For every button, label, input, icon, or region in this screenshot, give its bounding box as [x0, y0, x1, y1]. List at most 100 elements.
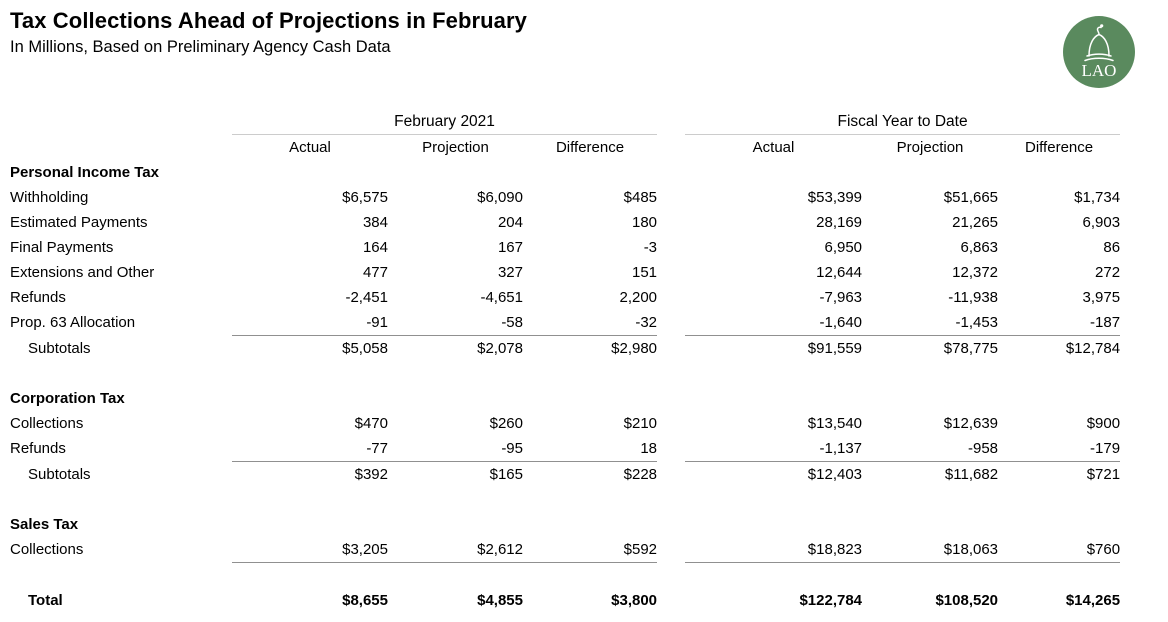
section-label: Personal Income Tax [10, 164, 159, 181]
column-gap [657, 235, 685, 260]
spacer-row [10, 361, 1120, 386]
fytd-projection-value: $78,775 [943, 340, 999, 357]
fytd-projection-value: -11,938 [948, 289, 999, 306]
row-label: Prop. 63 Allocation [10, 314, 136, 332]
row-pit-subtotals: Subtotals $5,058 $2,078 $2,980 $91,559 $… [10, 336, 1120, 362]
feb-projection-value: $260 [489, 415, 523, 432]
column-gap [657, 260, 685, 285]
column-gap [657, 462, 685, 488]
fytd-difference-value: $760 [998, 537, 1121, 563]
row-pit-estimated-payments: Estimated Payments 384 204 180 28,169 21… [10, 210, 1120, 235]
feb-difference-value: $592 [523, 537, 658, 563]
feb-difference-value: 180 [632, 214, 658, 231]
section-row-corporation-tax: Corporation Tax [10, 386, 1120, 411]
feb-actual-value: -77 [232, 436, 388, 462]
feb-difference-value: $3,800 [611, 592, 658, 609]
fytd-actual-value: $91,559 [807, 340, 863, 357]
spacer-cell [10, 361, 1120, 386]
empty-cell [388, 386, 523, 411]
feb-projection-value: 204 [497, 214, 523, 231]
fytd-projection-value: $12,639 [943, 415, 999, 432]
fytd-difference-value: $721 [1086, 466, 1121, 483]
feb-actual-value: $5,058 [342, 340, 388, 357]
feb-projection-value: -58 [388, 310, 523, 336]
feb-projection-value: 327 [497, 264, 523, 281]
fytd-difference-value: $900 [1086, 415, 1121, 432]
empty-cell [862, 160, 998, 185]
row-label: Collections [10, 415, 84, 432]
section-label: Sales Tax [10, 516, 79, 533]
empty-cell [685, 160, 862, 185]
empty-cell [685, 512, 862, 537]
feb-projection-value: $6,090 [477, 189, 523, 206]
fytd-difference-value: 272 [1095, 264, 1121, 281]
group-header-february: February 2021 [232, 109, 658, 135]
tax-collections-table: February 2021 Fiscal Year to Date Actual… [10, 109, 1121, 613]
col-header-fytd-projection: Projection [896, 139, 964, 156]
feb-difference-value: 151 [632, 264, 658, 281]
fytd-difference-value: $1,734 [1074, 189, 1121, 206]
empty-cell [388, 160, 523, 185]
fytd-projection-value: -1,453 [862, 310, 999, 336]
empty-cell [998, 160, 1120, 185]
lao-logo: LAO [1063, 16, 1135, 88]
fytd-actual-value: $12,403 [807, 466, 863, 483]
col-header-feb-difference: Difference [555, 139, 625, 156]
column-gap [657, 310, 685, 336]
row-pit-withholding: Withholding $6,575 $6,090 $485 $53,399 $… [10, 185, 1120, 210]
feb-difference-value: $485 [623, 189, 658, 206]
fytd-projection-value: -958 [862, 436, 999, 462]
row-label: Collections [10, 541, 84, 559]
column-gap [657, 185, 685, 210]
row-label: Subtotals [28, 465, 91, 483]
row-label: Subtotals [28, 339, 91, 357]
row-label: Withholding [10, 189, 89, 206]
empty-cell [232, 160, 388, 185]
feb-difference-value: $2,980 [611, 340, 658, 357]
feb-actual-value: $470 [354, 415, 388, 432]
col-header-fytd-difference: Difference [1025, 139, 1094, 156]
page-subtitle: In Millions, Based on Preliminary Agency… [10, 38, 391, 56]
feb-projection-value: $165 [489, 466, 523, 483]
row-pit-extensions-and-other: Extensions and Other 477 327 151 12,644 … [10, 260, 1120, 285]
spacer-row [10, 563, 1120, 589]
column-gap [657, 512, 685, 537]
section-label: Corporation Tax [10, 390, 125, 407]
column-header-row: Actual Projection Difference Actual Proj… [10, 135, 1120, 161]
column-gap [657, 285, 685, 310]
feb-actual-value: -2,451 [345, 289, 388, 306]
empty-cell [388, 512, 523, 537]
spacer-cell [10, 563, 1120, 589]
fytd-projection-value: 21,265 [952, 214, 999, 231]
col-header-feb-projection: Projection [422, 139, 489, 156]
fytd-projection-value: 12,372 [952, 264, 999, 281]
empty-cell [862, 386, 998, 411]
fytd-difference-value: -179 [998, 436, 1121, 462]
row-label: Extensions and Other [10, 264, 155, 281]
row-pit-prop63-allocation: Prop. 63 Allocation -91 -58 -32 -1,640 -… [10, 310, 1121, 336]
feb-difference-value: 2,200 [619, 289, 658, 306]
logo-circle [1063, 16, 1135, 88]
fytd-actual-value: $53,399 [807, 189, 863, 206]
col-header-feb-actual: Actual [289, 139, 331, 156]
feb-difference-value: -32 [523, 310, 658, 336]
empty-cell [862, 512, 998, 537]
column-gap [657, 537, 685, 563]
row-pit-refunds: Refunds -2,451 -4,651 2,200 -7,963 -11,9… [10, 285, 1120, 310]
row-corp-collections: Collections $470 $260 $210 $13,540 $12,6… [10, 411, 1120, 436]
empty-cell [998, 386, 1120, 411]
report-page: Tax Collections Ahead of Projections in … [0, 8, 1168, 622]
feb-actual-value: 477 [362, 264, 388, 281]
col-header-fytd-actual: Actual [752, 139, 795, 156]
group-header-fytd: Fiscal Year to Date [685, 109, 1121, 135]
section-row-sales-tax: Sales Tax [10, 512, 1120, 537]
fytd-actual-value: -1,640 [685, 310, 863, 336]
column-gap [657, 436, 685, 462]
section-row-personal-income-tax: Personal Income Tax [10, 160, 1120, 185]
empty-cell [523, 512, 657, 537]
fytd-actual-value: 28,169 [816, 214, 863, 231]
fytd-difference-value: 3,975 [1082, 289, 1121, 306]
feb-actual-value: $8,655 [342, 592, 388, 609]
feb-difference-value: 18 [523, 436, 658, 462]
spacer-cell [10, 487, 1120, 512]
